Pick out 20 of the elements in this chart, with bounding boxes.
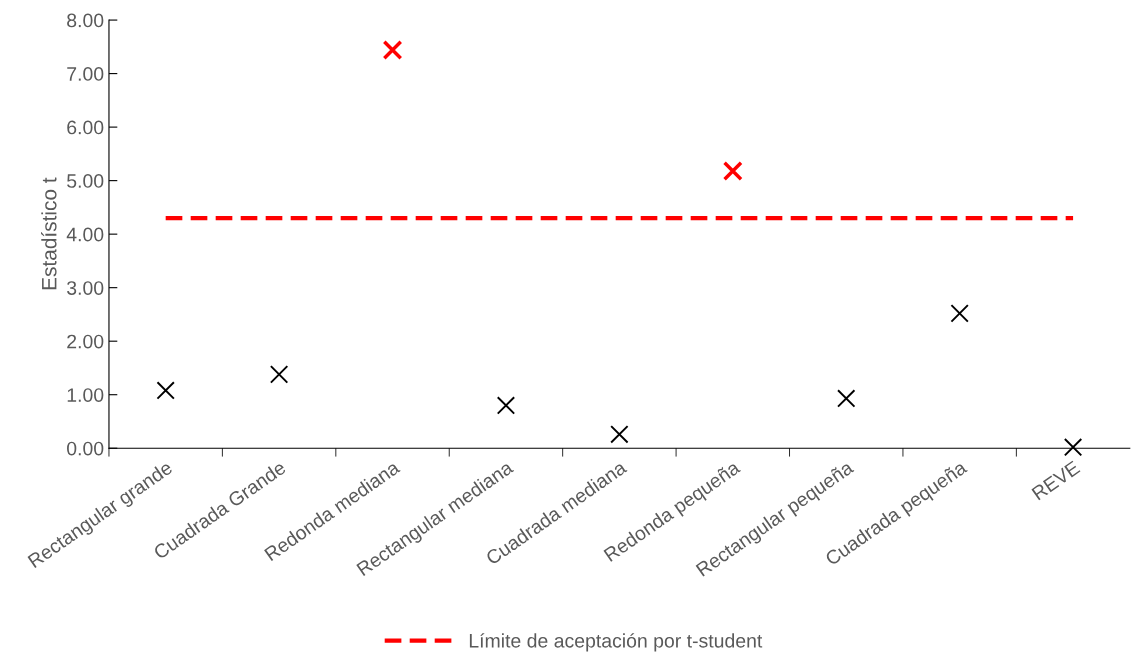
- y-tick-label: 3.00: [67, 281, 104, 295]
- y-tick-label: 1.00: [67, 388, 104, 402]
- legend-label: Límite de aceptación por t-student: [469, 633, 763, 652]
- y-tick-label: 5.00: [67, 174, 104, 188]
- point: [156, 381, 175, 400]
- y-tick-label: 8.00: [67, 13, 104, 28]
- y-tick-label: 7.00: [67, 67, 104, 81]
- point: [610, 425, 629, 444]
- point: [382, 40, 403, 60]
- point: [496, 396, 516, 415]
- point: [1063, 437, 1083, 457]
- y-tick-label: 4.00: [66, 227, 104, 242]
- y-axis-title: Estadístico t: [41, 177, 57, 290]
- point: [837, 389, 856, 408]
- y-tick-label: 0.00: [67, 441, 104, 456]
- point: [722, 161, 743, 181]
- point: [950, 304, 969, 323]
- point: [269, 365, 289, 384]
- y-tick-label: 6.00: [67, 120, 104, 135]
- y-tick-label: 2.00: [67, 334, 104, 349]
